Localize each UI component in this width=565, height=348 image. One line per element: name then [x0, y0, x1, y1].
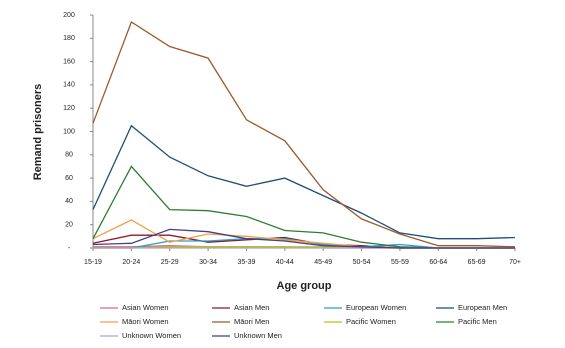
x-tick-label: 30-34 [199, 259, 217, 266]
y-tick-label: 40 [65, 198, 73, 205]
x-tick-label: 70+ [509, 259, 521, 266]
x-tick-label: 50-54 [353, 259, 371, 266]
x-tick-label: 45-49 [314, 259, 332, 266]
y-tick-label: 120 [63, 105, 75, 112]
y-tick-label: 80 [65, 152, 73, 159]
series-line [92, 124, 516, 240]
x-tick-label: 65-69 [468, 259, 486, 266]
series-line [92, 21, 516, 248]
x-tick-label: 55-59 [391, 259, 409, 266]
legend-label: European Women [346, 303, 406, 312]
y-tick-label: 100 [63, 128, 75, 135]
legend-label: Unknown Women [122, 331, 181, 340]
x-tick-label: 15-19 [84, 259, 102, 266]
legend-label: Unknown Men [234, 331, 282, 340]
y-axis-title: Remand prisoners [32, 84, 44, 181]
x-axis-title: Age group [277, 280, 332, 292]
y-tick-label: 60 [65, 175, 73, 182]
x-tick-label: 60-64 [429, 259, 447, 266]
x-tick-label: 35-39 [238, 259, 256, 266]
y-tick-label: 140 [63, 82, 75, 89]
legend-label: Pacific Women [346, 317, 396, 326]
x-tick-label: 20-24 [122, 259, 140, 266]
y-tick-label: 180 [63, 35, 75, 42]
x-tick-label: 40-44 [276, 259, 294, 266]
legend-label: Pacific Men [458, 317, 497, 326]
legend-label: European Men [458, 303, 507, 312]
legend-label: Asian Men [234, 303, 269, 312]
y-tick-label: 20 [65, 222, 73, 229]
legend-label: Māori Women [122, 317, 169, 326]
series-line [92, 228, 515, 249]
legend-label: Māori Men [234, 317, 269, 326]
y-tick-label: 200 [63, 12, 75, 19]
legend-label: Asian Women [122, 303, 169, 312]
y-tick-label: 160 [63, 58, 75, 65]
y-tick-label: - [68, 245, 71, 252]
x-tick-label: 25-29 [161, 259, 179, 266]
